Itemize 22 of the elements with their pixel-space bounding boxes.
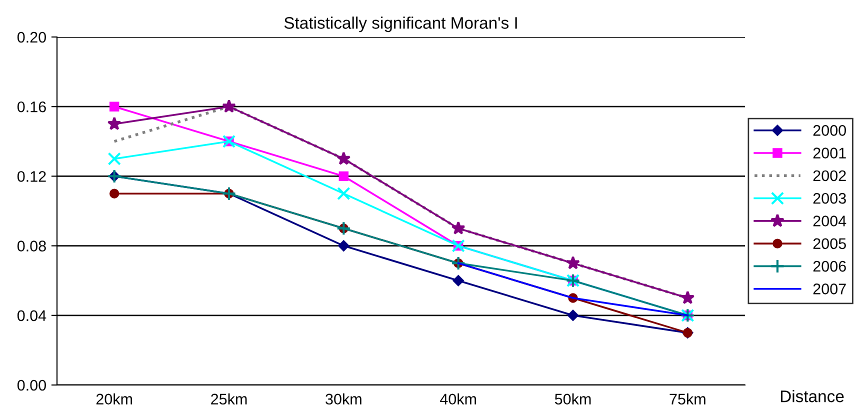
y-tick-label: 0.12: [17, 171, 46, 182]
y-tick-label: 0.08: [17, 240, 46, 252]
x-tick-label: 75km: [670, 393, 706, 405]
x-axis-title: Distance: [780, 390, 844, 402]
x-tick-label: 40km: [440, 393, 476, 405]
legend-label: 2007: [813, 284, 846, 294]
x-tick-label: 50km: [554, 393, 591, 405]
legend-label: 2002: [813, 170, 846, 182]
y-tick-label: 0.20: [17, 32, 46, 43]
chart-title: Statistically significant Moran's I: [284, 16, 517, 32]
x-tick-label: 25km: [211, 393, 247, 405]
legend-label: 2005: [813, 238, 846, 250]
legend-label: 2001: [813, 148, 846, 158]
legend-label: 2000: [813, 125, 846, 136]
y-tick-label: 0.00: [17, 380, 46, 391]
legend-label: 2004: [813, 216, 846, 226]
y-tick-label: 0.16: [17, 101, 46, 112]
x-tick-label: 20km: [96, 393, 132, 405]
x-tick-label: 30km: [326, 393, 362, 405]
y-tick-label: 0.04: [17, 310, 46, 322]
legend-label: 2003: [813, 192, 846, 204]
legend-label: 2006: [813, 260, 846, 272]
